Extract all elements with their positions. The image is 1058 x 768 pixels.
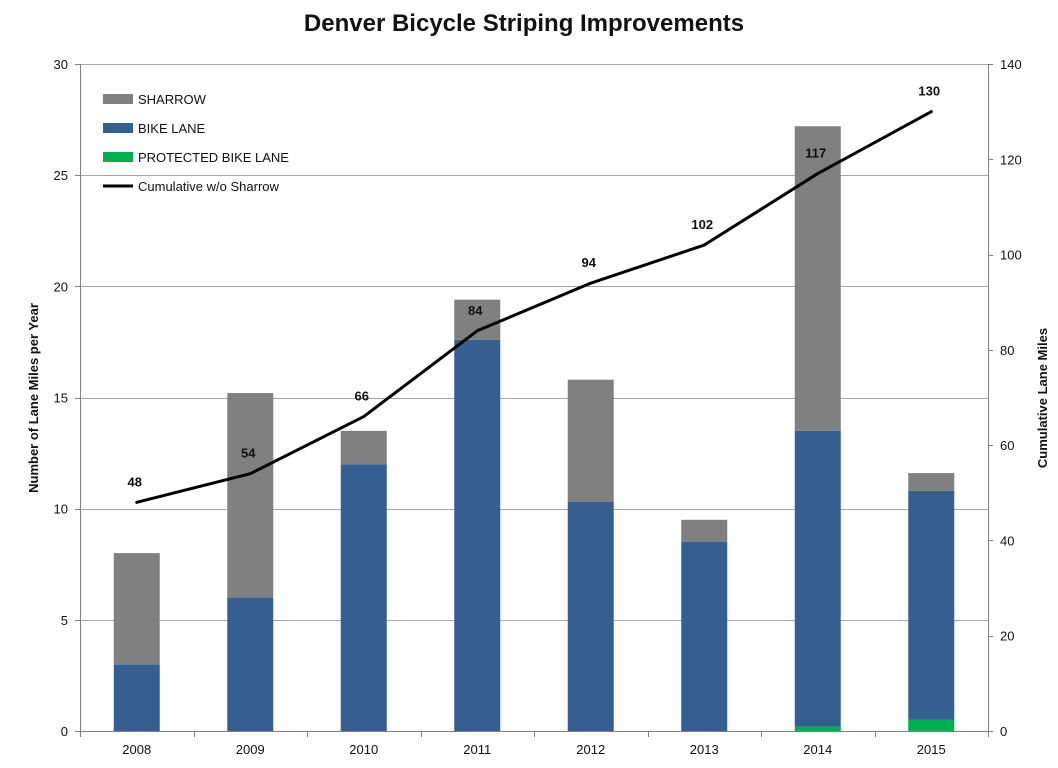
data-label-2012: 94 bbox=[582, 255, 597, 270]
x-tick-label-2008: 2008 bbox=[122, 742, 151, 757]
y2-tick-label: 60 bbox=[1000, 438, 1014, 453]
y2-tick-label: 140 bbox=[1000, 57, 1022, 72]
cumulative-line-group: 48 54 66 84 94 102 117 130 bbox=[128, 84, 940, 504]
cumulative-point-2008 bbox=[135, 500, 139, 504]
y-tick-label: 20 bbox=[54, 279, 68, 294]
x-tick-label-2014: 2014 bbox=[803, 742, 832, 757]
bar-bike-lane-2009 bbox=[227, 597, 274, 731]
cumulative-point-2015 bbox=[929, 110, 933, 114]
bar-sharrow-2013 bbox=[681, 519, 728, 543]
axes: 0 5 10 15 20 25 30 0 20 40 60 80 100 120 140 2008 2009 20… bbox=[54, 57, 1022, 757]
bar-sharrow-2008 bbox=[113, 553, 160, 665]
bar-sharrow-2011 bbox=[454, 299, 501, 340]
data-label-2008: 48 bbox=[128, 474, 142, 489]
data-label-2014: 117 bbox=[805, 146, 826, 161]
bar-sharrow-2014 bbox=[794, 126, 841, 431]
chart-title: Denver Bicycle Striping Improvements bbox=[304, 10, 744, 37]
cumulative-point-2014 bbox=[816, 172, 820, 176]
data-label-2011: 84 bbox=[468, 303, 483, 318]
bar-bike-lane-2008 bbox=[113, 664, 160, 731]
y2-tick-label: 100 bbox=[1000, 248, 1022, 263]
bar-sharrow-2012 bbox=[567, 379, 614, 502]
y-tick-label: 10 bbox=[54, 502, 68, 517]
x-tick-label-2011: 2011 bbox=[463, 742, 491, 757]
y2-axis-label: Cumulative Lane Miles bbox=[1035, 328, 1050, 468]
cumulative-point-2011 bbox=[475, 329, 479, 333]
y2-tick-label: 40 bbox=[1000, 533, 1014, 548]
x-tick-label-2013: 2013 bbox=[690, 742, 719, 757]
cumulative-point-2012 bbox=[589, 281, 593, 285]
bar-bike-lane-2014 bbox=[794, 430, 841, 727]
legend-label-protected-bike-lane: PROTECTED BIKE LANE bbox=[138, 150, 289, 165]
y2-tick-label: 0 bbox=[1000, 724, 1007, 739]
data-label-2009: 54 bbox=[241, 446, 256, 461]
bar-bike-lane-2010 bbox=[340, 464, 387, 731]
bar-sharrow-2015 bbox=[908, 473, 955, 491]
x-tick-label-2015: 2015 bbox=[917, 742, 946, 757]
x-tick-label-2010: 2010 bbox=[349, 742, 378, 757]
bar-sharrow-2009 bbox=[227, 393, 274, 598]
y-tick-label: 5 bbox=[61, 613, 68, 628]
y-tick-label: 30 bbox=[54, 57, 68, 72]
cumulative-point-2013 bbox=[702, 243, 706, 247]
bar-bike-lane-2012 bbox=[567, 501, 614, 731]
y2-tick-label: 80 bbox=[1000, 343, 1014, 358]
gridlines bbox=[80, 64, 988, 621]
y-tick-label: 0 bbox=[61, 724, 68, 739]
y2-tick-label: 120 bbox=[1000, 152, 1022, 167]
data-label-2015: 130 bbox=[918, 84, 940, 99]
x-tick-label-2012: 2012 bbox=[576, 742, 605, 757]
bar-protected-bike-lane-2014 bbox=[794, 726, 841, 731]
legend-label-bike-lane: BIKE LANE bbox=[138, 121, 206, 136]
legend-swatch-sharrow bbox=[103, 94, 133, 104]
cumulative-point-2010 bbox=[362, 415, 366, 419]
bar-bike-lane-2013 bbox=[681, 542, 728, 731]
legend-swatch-bike-lane bbox=[103, 123, 133, 133]
data-label-2010: 66 bbox=[355, 389, 369, 404]
cumulative-point-2009 bbox=[248, 472, 252, 476]
bar-bike-lane-2011 bbox=[454, 339, 501, 731]
data-label-2013: 102 bbox=[691, 217, 713, 232]
y-axis-label: Number of Lane Miles per Year bbox=[26, 303, 41, 493]
legend: SHARROW BIKE LANE PROTECTED BIKE LANE Cumul… bbox=[103, 92, 289, 194]
y-tick-label: 15 bbox=[54, 391, 68, 406]
y2-tick-label: 20 bbox=[1000, 629, 1014, 644]
legend-label-cumulative-w-o-sharrow: Cumulative w/o Sharrow bbox=[138, 179, 279, 194]
bar-bike-lane-2015 bbox=[908, 490, 955, 720]
legend-label-sharrow: SHARROW bbox=[138, 92, 207, 107]
bar-sharrow-2010 bbox=[340, 430, 387, 465]
y-tick-label: 25 bbox=[54, 168, 68, 183]
bars bbox=[113, 126, 955, 731]
legend-swatch-protected-bike-lane bbox=[103, 152, 133, 162]
x-tick-label-2009: 2009 bbox=[236, 742, 265, 757]
bar-protected-bike-lane-2015 bbox=[908, 719, 955, 731]
cumulative-line bbox=[136, 110, 932, 504]
